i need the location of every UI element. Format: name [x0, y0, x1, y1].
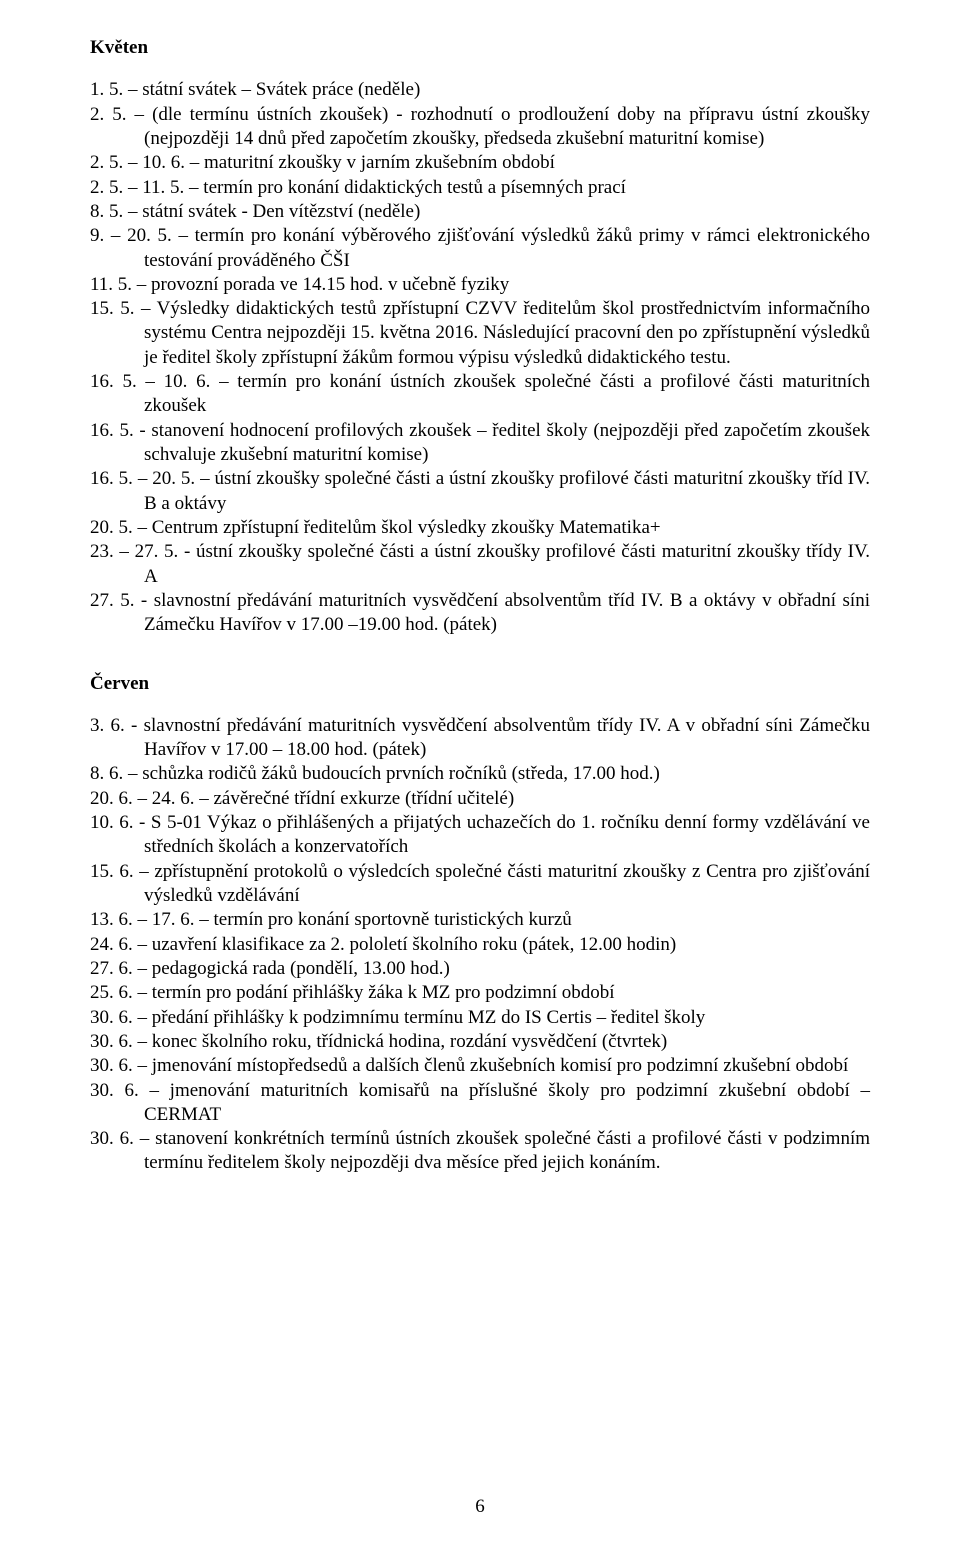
list-item: 30. 6. – konec školního roku, třídnická …: [90, 1030, 870, 1054]
page-number: 6: [0, 1495, 960, 1519]
heading-kveten: Květen: [90, 36, 870, 60]
list-item: 30. 6. – stanovení konkrétních termínů ú…: [90, 1127, 870, 1176]
section-gap: [90, 638, 870, 672]
list-item: 27. 5. - slavnostní předávání maturitníc…: [90, 589, 870, 638]
list-item: 30. 6. – jmenování maturitních komisařů …: [90, 1079, 870, 1128]
list-item: 16. 5. – 10. 6. – termín pro konání ústn…: [90, 370, 870, 419]
list-item: 13. 6. – 17. 6. – termín pro konání spor…: [90, 908, 870, 932]
list-item: 8. 5. – státní svátek - Den vítězství (n…: [90, 200, 870, 224]
list-item: 3. 6. - slavnostní předávání maturitních…: [90, 714, 870, 763]
list-item: 8. 6. – schůzka rodičů žáků budoucích pr…: [90, 762, 870, 786]
list-item: 2. 5. – (dle termínu ústních zkoušek) - …: [90, 103, 870, 152]
list-item: 20. 6. – 24. 6. – závěrečné třídní exkur…: [90, 787, 870, 811]
list-item: 27. 6. – pedagogická rada (pondělí, 13.0…: [90, 957, 870, 981]
list-item: 23. – 27. 5. - ústní zkoušky společné čá…: [90, 540, 870, 589]
document-page: Květen 1. 5. – státní svátek – Svátek pr…: [0, 0, 960, 1547]
heading-cerven: Červen: [90, 672, 870, 696]
list-item: 16. 5. – 20. 5. – ústní zkoušky společné…: [90, 467, 870, 516]
list-item: 11. 5. – provozní porada ve 14.15 hod. v…: [90, 273, 870, 297]
list-item: 15. 6. – zpřístupnění protokolů o výsled…: [90, 860, 870, 909]
list-item: 24. 6. – uzavření klasifikace za 2. polo…: [90, 933, 870, 957]
list-item: 1. 5. – státní svátek – Svátek práce (ne…: [90, 78, 870, 102]
list-item: 16. 5. - stanovení hodnocení profilových…: [90, 419, 870, 468]
list-item: 2. 5. – 10. 6. – maturitní zkoušky v jar…: [90, 151, 870, 175]
list-item: 2. 5. – 11. 5. – termín pro konání didak…: [90, 176, 870, 200]
list-item: 15. 5. – Výsledky didaktických testů zpř…: [90, 297, 870, 370]
list-item: 20. 5. – Centrum zpřístupní ředitelům šk…: [90, 516, 870, 540]
list-item: 25. 6. – termín pro podání přihlášky žák…: [90, 981, 870, 1005]
list-item: 9. – 20. 5. – termín pro konání výběrové…: [90, 224, 870, 273]
list-item: 10. 6. - S 5-01 Výkaz o přihlášených a p…: [90, 811, 870, 860]
list-item: 30. 6. – jmenování místopředsedů a další…: [90, 1054, 870, 1078]
list-item: 30. 6. – předání přihlášky k podzimnímu …: [90, 1006, 870, 1030]
